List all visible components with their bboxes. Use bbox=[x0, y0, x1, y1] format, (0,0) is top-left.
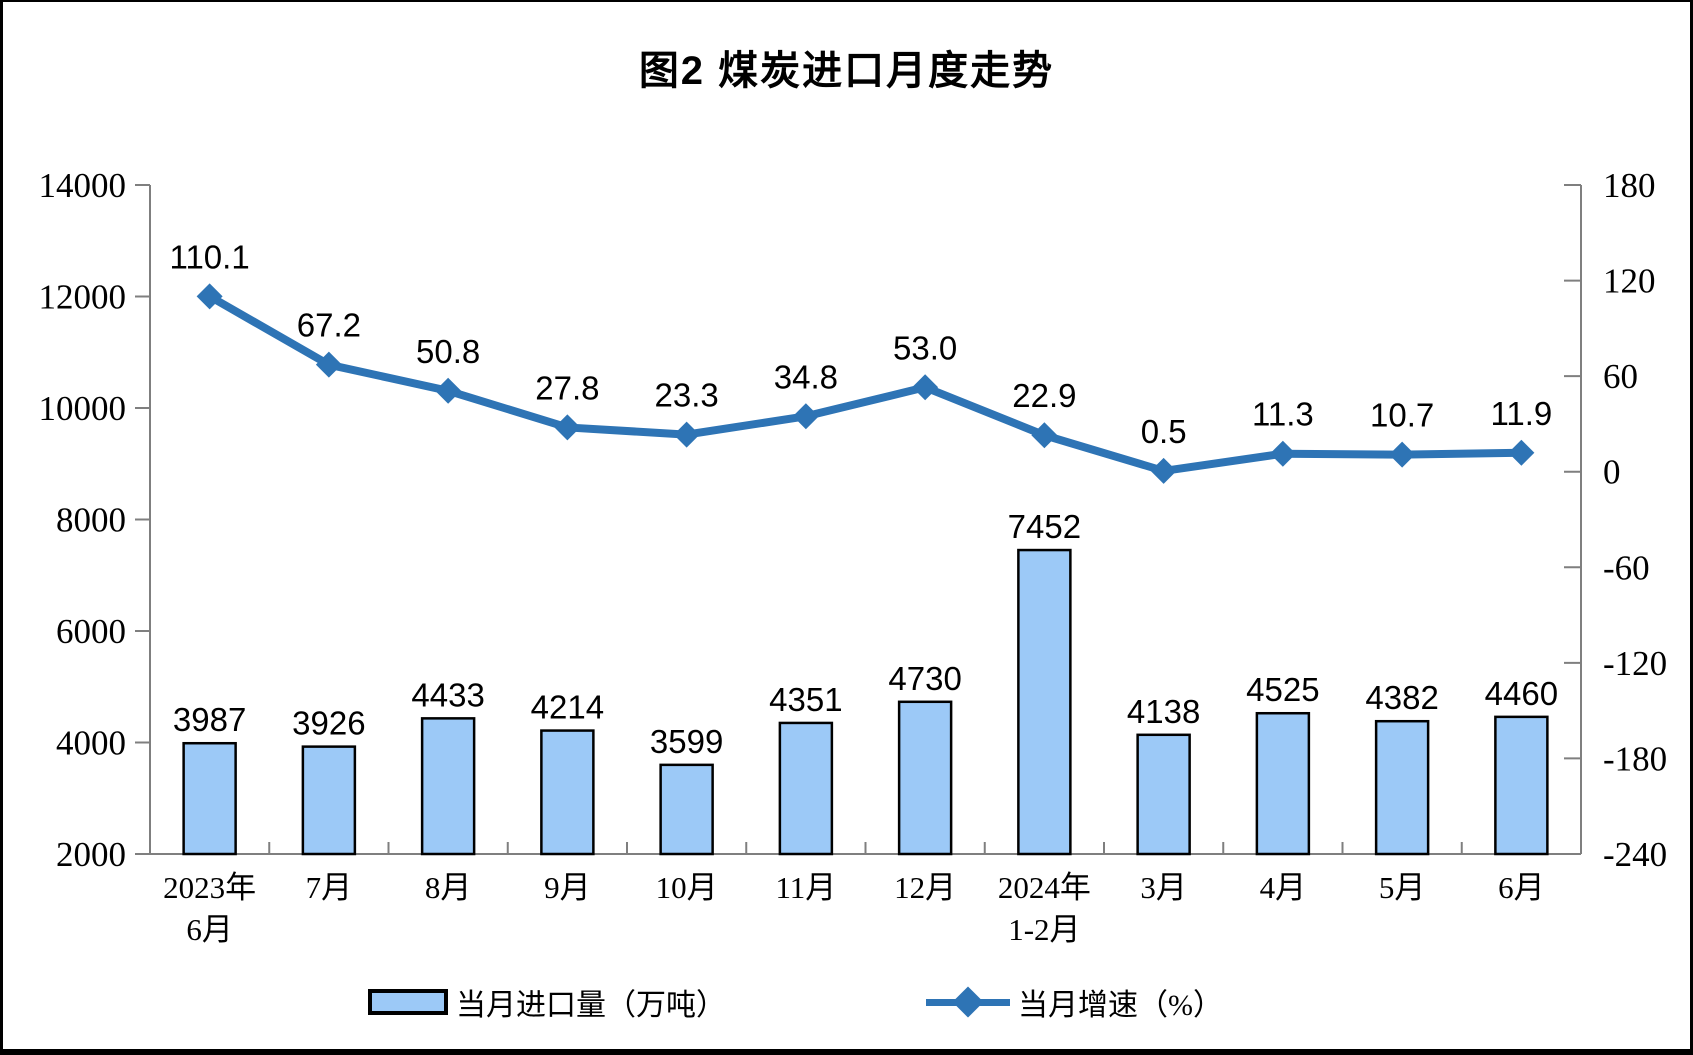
bar bbox=[778, 721, 834, 856]
right-axis-tick-label: -120 bbox=[1603, 644, 1667, 683]
left-axis-tick-label: 10000 bbox=[39, 389, 127, 428]
line-point-marker bbox=[1150, 457, 1177, 484]
bar bbox=[1374, 719, 1430, 856]
bar bbox=[182, 741, 237, 856]
bar-value-label: 4214 bbox=[531, 689, 604, 726]
bar-value-label: 3599 bbox=[650, 723, 723, 760]
diamond-marker-icon bbox=[952, 986, 984, 1018]
legend-item-line: 当月增速（%） bbox=[926, 980, 1223, 1024]
line-point-marker bbox=[673, 421, 700, 448]
bar-series-swatch-icon bbox=[368, 989, 448, 1015]
line-point-marker bbox=[1269, 440, 1296, 467]
x-axis-category-label: 4月 bbox=[1260, 870, 1307, 905]
x-axis-category-label: 9月 bbox=[544, 870, 591, 905]
right-axis-tick-label: -240 bbox=[1603, 835, 1667, 874]
bar bbox=[301, 745, 357, 856]
line-value-label: 0.5 bbox=[1141, 413, 1187, 450]
x-axis-category-label: 7月 bbox=[306, 870, 353, 905]
left-axis-tick-label: 2000 bbox=[56, 835, 126, 874]
bar-value-label: 4351 bbox=[769, 681, 842, 718]
bar-value-label: 4730 bbox=[888, 660, 961, 697]
chart-title: 图2 煤炭进口月度走势 bbox=[638, 49, 1055, 93]
x-axis-category-label: 1-2月 bbox=[1008, 912, 1080, 947]
x-axis-category-label: 8月 bbox=[425, 870, 472, 905]
line-value-label: 110.1 bbox=[170, 238, 250, 275]
bar-value-label: 4433 bbox=[411, 676, 484, 713]
bar bbox=[659, 763, 714, 856]
plot-area: 2000 4000 6000 8000 10000 12000 14000 -240 -180 -… bbox=[39, 166, 1668, 947]
line-point-marker bbox=[912, 374, 939, 401]
left-axis-tick-label: 12000 bbox=[39, 278, 127, 317]
bar-value-label: 3926 bbox=[292, 705, 365, 742]
x-axis-category-label: 5月 bbox=[1379, 870, 1426, 905]
line-point-marker bbox=[1508, 439, 1535, 466]
x-axis-category-label: 6月 bbox=[186, 912, 233, 947]
bar bbox=[540, 729, 595, 856]
bar bbox=[1494, 715, 1549, 856]
line-point-marker bbox=[1031, 422, 1058, 449]
line-value-label: 22.9 bbox=[1012, 377, 1076, 414]
x-axis-category-label: 2023年 bbox=[163, 870, 256, 905]
right-axis-tick-label: 60 bbox=[1603, 357, 1638, 396]
line-value-label: 27.8 bbox=[535, 369, 599, 406]
line-point-marker bbox=[435, 377, 462, 404]
left-axis-tick-label: 14000 bbox=[39, 166, 127, 205]
bar bbox=[1017, 548, 1072, 856]
left-axis-tick-label: 8000 bbox=[56, 501, 126, 540]
bar-value-label: 3987 bbox=[173, 701, 246, 738]
bar-value-label: 4382 bbox=[1365, 679, 1438, 716]
bar-value-label: 7452 bbox=[1008, 508, 1081, 545]
left-axis-tick-label: 4000 bbox=[56, 724, 126, 763]
right-axis-tick-label: 120 bbox=[1603, 262, 1656, 301]
bar bbox=[897, 700, 953, 856]
legend-line-label: 当月增速（%） bbox=[1018, 989, 1223, 1022]
line-point-marker bbox=[315, 351, 342, 378]
x-axis-category-label: 3月 bbox=[1140, 870, 1187, 905]
line-value-label: 10.7 bbox=[1370, 397, 1434, 434]
line-value-label: 53.0 bbox=[893, 329, 957, 366]
line-point-marker bbox=[1389, 441, 1416, 468]
bar bbox=[420, 717, 476, 856]
line-value-label: 34.8 bbox=[774, 358, 838, 395]
x-axis-category-label: 11月 bbox=[775, 870, 836, 905]
right-axis-tick-label: -60 bbox=[1603, 548, 1650, 587]
line-value-label: 23.3 bbox=[655, 377, 719, 414]
right-axis-tick-label: 180 bbox=[1603, 166, 1656, 205]
x-axis-category-label: 10月 bbox=[656, 870, 718, 905]
line-point-marker bbox=[792, 403, 819, 430]
bar-value-label: 4138 bbox=[1127, 693, 1200, 730]
line-value-label: 11.3 bbox=[1252, 396, 1314, 433]
bar-value-label: 4460 bbox=[1485, 675, 1558, 712]
bar bbox=[1255, 711, 1311, 856]
line-value-label: 50.8 bbox=[416, 333, 480, 370]
legend-item-bar: 当月进口量（万吨） bbox=[368, 980, 726, 1024]
line-value-label: 11.9 bbox=[1490, 395, 1552, 432]
growth-line bbox=[207, 292, 1522, 475]
x-axis-category-label: 2024年 bbox=[998, 870, 1091, 905]
right-axis-tick-label: -180 bbox=[1603, 739, 1667, 778]
bar-value-label: 4525 bbox=[1246, 671, 1319, 708]
line-point-marker bbox=[196, 283, 223, 310]
x-axis-category-label: 6月 bbox=[1498, 870, 1545, 905]
legend: 当月进口量（万吨） 当月增速（%） bbox=[3, 980, 1690, 1024]
line-point-marker bbox=[554, 414, 581, 441]
x-axis-category-label: 12月 bbox=[894, 870, 956, 905]
bar bbox=[1136, 733, 1191, 856]
left-axis-tick-label: 6000 bbox=[56, 612, 126, 651]
right-axis-tick-label: 0 bbox=[1603, 453, 1621, 492]
line-series-swatch-icon bbox=[926, 986, 1010, 1018]
line-value-label: 67.2 bbox=[297, 307, 361, 344]
legend-bar-label: 当月进口量（万吨） bbox=[456, 989, 726, 1022]
